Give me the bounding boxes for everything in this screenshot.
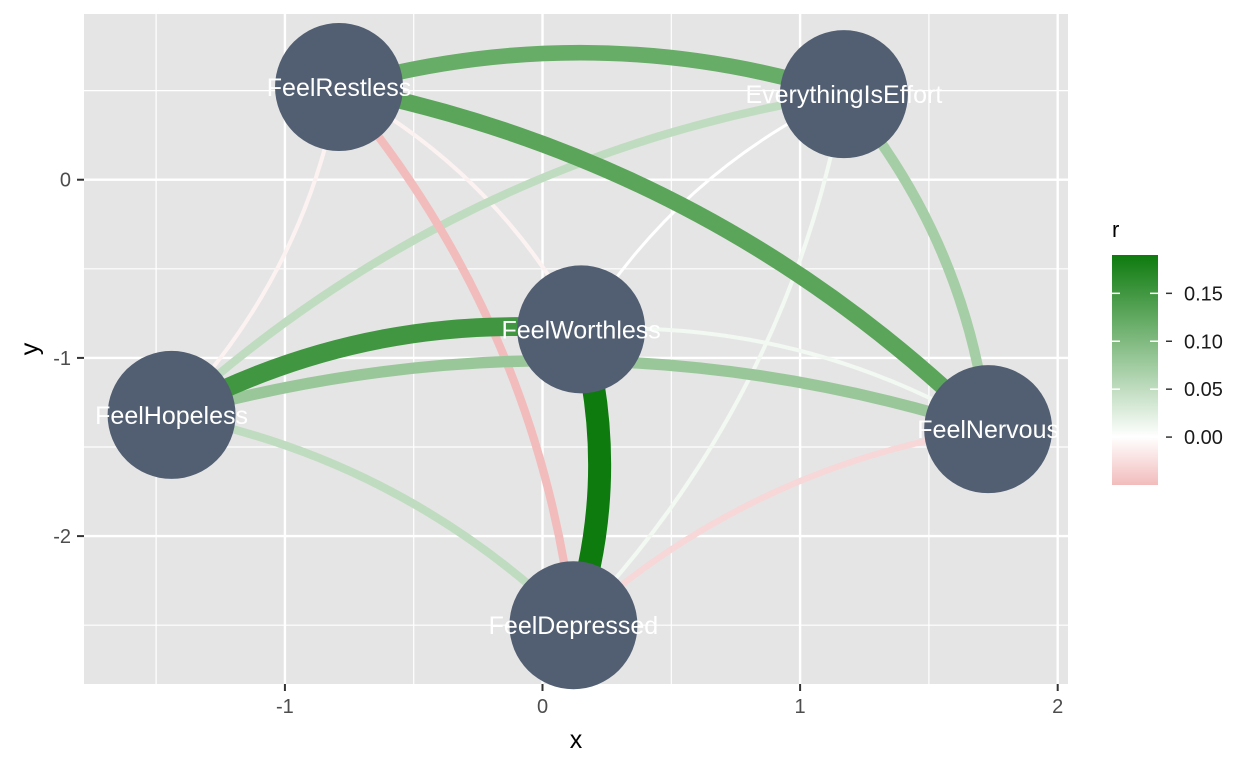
node-label-FeelRestless: FeelRestless: [267, 74, 412, 102]
x-axis-title: x: [570, 726, 583, 754]
edge-FeelRestless-FeelNervous: [337, 78, 994, 436]
legend-label: 0.05: [1184, 379, 1223, 401]
edge-FeelRestless-FeelDepressed: [335, 84, 578, 626]
x-tick-label: 1: [795, 696, 806, 718]
legend-label: 0.10: [1184, 331, 1223, 353]
y-axis-title: y: [16, 342, 44, 355]
edge-FeelHopeless-EverythingIsEffort: [168, 90, 845, 418]
node-FeelRestless: [275, 23, 404, 152]
edge-FeelDepressed-FeelNervous: [571, 426, 989, 628]
node-label-FeelNervous: FeelNervous: [917, 416, 1059, 444]
edge-EverythingIsEffort-FeelDepressed: [571, 93, 846, 627]
legend-label: 0.15: [1184, 283, 1223, 305]
legend-ticks: 0.15 0.10 0.05 0.00: [1112, 283, 1223, 449]
x-tick-label: -1: [276, 696, 294, 718]
axes-layer: -1 0 1 2 -2 -1 0: [53, 170, 1063, 718]
legend-colorbar: [1112, 255, 1158, 485]
y-tick-label: 0: [60, 170, 71, 192]
edge-FeelRestless-EverythingIsEffort: [336, 44, 847, 102]
x-tick-label: 0: [537, 696, 548, 718]
y-tick-label: -2: [53, 526, 71, 548]
x-tick-label: 2: [1052, 696, 1063, 718]
node-label-FeelHopeless: FeelHopeless: [95, 402, 248, 430]
node-FeelWorthless: [517, 265, 646, 394]
node-FeelDepressed: [509, 561, 638, 690]
node-FeelHopeless: [107, 350, 236, 479]
y-tick-label: -1: [53, 348, 71, 370]
nodes-layer: FeelRestless EverythingIsEffort FeelWorthl…: [95, 23, 1059, 690]
legend: r 0.15 0.10 0.05 0.00: [1112, 217, 1223, 485]
node-label-FeelDepressed: FeelDepressed: [489, 612, 659, 640]
node-label-EverythingIsEffort: EverythingIsEffort: [745, 81, 942, 109]
node-label-FeelWorthless: FeelWorthless: [501, 316, 660, 344]
legend-label: 0.00: [1184, 427, 1223, 449]
node-EverythingIsEffort: [779, 30, 908, 159]
node-FeelNervous: [924, 365, 1053, 494]
legend-title: r: [1112, 217, 1119, 242]
